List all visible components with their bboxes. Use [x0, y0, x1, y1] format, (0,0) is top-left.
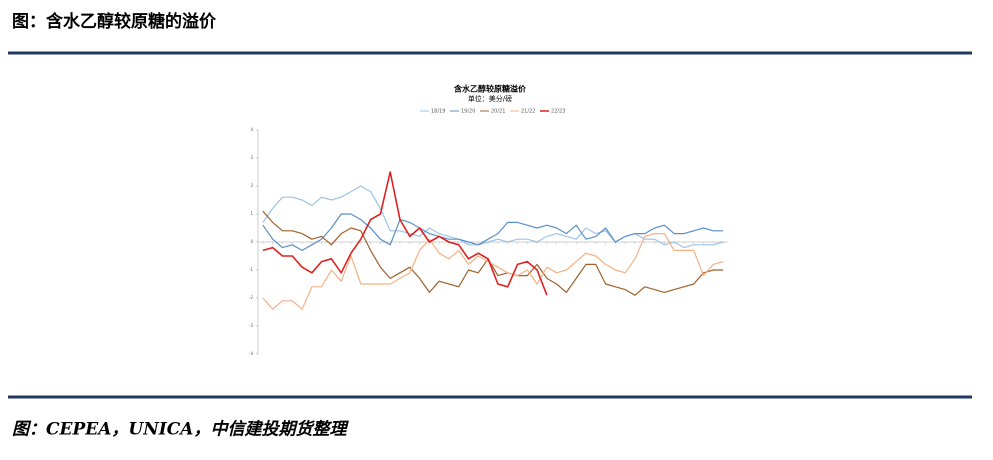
- chart-subtitle: 单位：美分/磅: [468, 94, 512, 103]
- series-line: [262, 185, 724, 249]
- y-tick-label: 1: [250, 211, 253, 216]
- y-tick-label: 3: [250, 155, 253, 160]
- y-tick-label: 2: [250, 183, 253, 188]
- legend-label: 19/20: [461, 109, 475, 115]
- series-line: [262, 171, 548, 296]
- legend-label: 22/23: [551, 109, 565, 115]
- series-line: [262, 213, 724, 251]
- legend-label: 18/19: [431, 109, 445, 115]
- y-tick-label: 4: [250, 127, 253, 132]
- y-tick-label: -4: [249, 351, 253, 356]
- y-tick-label: -1: [249, 267, 253, 272]
- y-tick-label: -2: [249, 295, 253, 300]
- y-tick-label: -3: [249, 323, 253, 328]
- series-line: [262, 233, 724, 310]
- chart-title: 含水乙醇较原糖溢价: [454, 84, 527, 94]
- page-title: 图：含水乙醇较原糖的溢价: [12, 11, 217, 32]
- y-tick-label: 0: [250, 239, 253, 244]
- legend-label: 20/21: [491, 109, 505, 115]
- series-line: [262, 210, 724, 296]
- source-note: 图：CEPEA，UNICA，中信建投期货整理: [12, 420, 349, 440]
- legend-label: 21/22: [521, 109, 535, 115]
